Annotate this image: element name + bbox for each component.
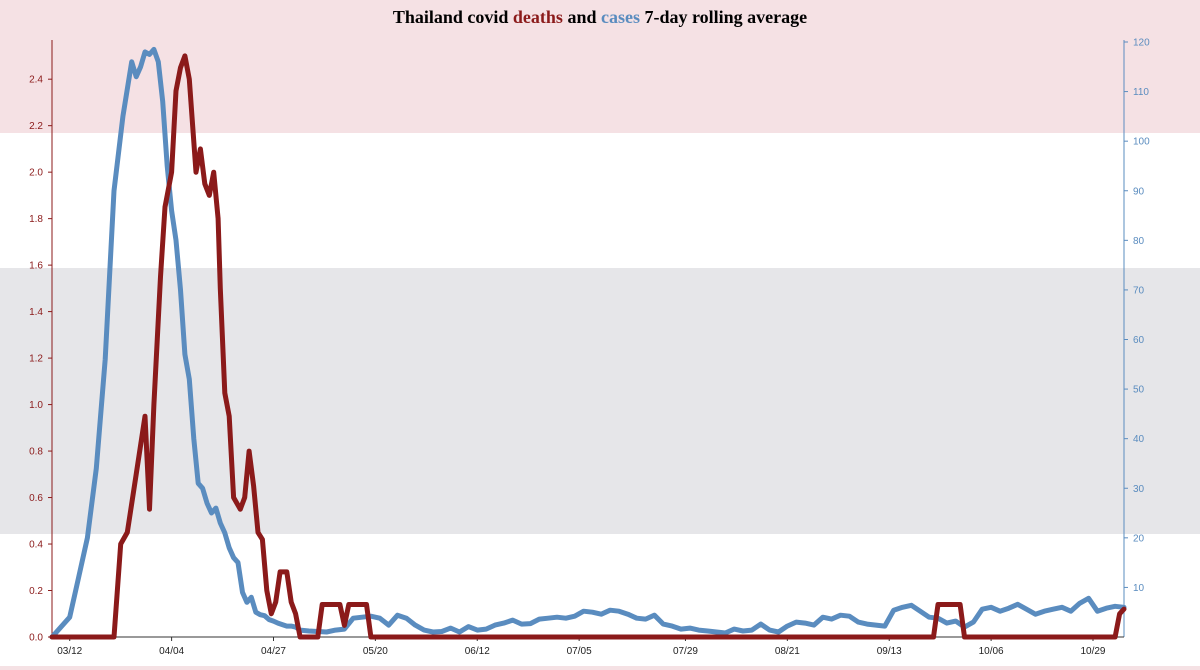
left-axis-tick-label: 2.2 — [29, 121, 43, 132]
title-part-3: 7-day rolling average — [639, 7, 808, 27]
x-axis-tick-label: 04/04 — [159, 646, 184, 657]
chart-title: Thailand covid deaths and cases 7-day ro… — [0, 7, 1200, 28]
x-axis-tick-label: 07/29 — [673, 646, 698, 657]
title-part-1: Thailand covid — [392, 7, 513, 27]
left-axis-tick-label: 2.4 — [29, 75, 43, 86]
x-axis-tick-label: 03/12 — [57, 646, 82, 657]
x-axis-tick-label: 10/06 — [979, 646, 1004, 657]
right-axis-tick-label: 40 — [1133, 434, 1145, 445]
flag-band-red-top — [0, 0, 1200, 133]
right-axis-tick-label: 100 — [1133, 137, 1150, 148]
left-axis-tick-label: 0.2 — [29, 586, 43, 597]
x-axis-tick-label: 05/20 — [363, 646, 388, 657]
left-axis-tick-label: 0.4 — [29, 540, 43, 551]
right-axis-tick-label: 110 — [1133, 87, 1149, 98]
x-axis-tick-label: 09/13 — [877, 646, 902, 657]
flag-band-blue — [0, 268, 1200, 534]
x-axis-tick-label: 08/21 — [775, 646, 800, 657]
left-axis-tick-label: 1.2 — [29, 354, 43, 365]
x-axis-tick-label: 06/12 — [465, 646, 490, 657]
right-axis-tick-label: 80 — [1133, 236, 1145, 247]
x-axis-tick-label: 04/27 — [261, 646, 286, 657]
left-axis-tick-label: 0.8 — [29, 447, 43, 458]
x-axis-tick-label: 10/29 — [1080, 646, 1105, 657]
left-axis-tick-label: 1.4 — [29, 307, 43, 318]
x-axis-tick-label: 07/05 — [567, 646, 592, 657]
left-axis-tick-label: 2.0 — [29, 168, 43, 179]
title-cases-word: cases — [600, 7, 640, 27]
flag-band-white-bottom — [0, 534, 1200, 666]
right-axis-tick-label: 30 — [1133, 484, 1145, 495]
series-layer — [49, 46, 1127, 640]
flag-band-red-bottom — [0, 666, 1200, 670]
left-axis-tick-label: 0.0 — [29, 633, 43, 644]
right-axis-tick-label: 10 — [1133, 583, 1145, 594]
right-axis-tick-label: 60 — [1133, 335, 1145, 346]
right-axis-tick-label: 90 — [1133, 186, 1145, 197]
left-axis-tick-label: 1.6 — [29, 261, 43, 272]
title-part-2: and — [562, 7, 601, 27]
right-axis-tick-label: 50 — [1133, 385, 1145, 396]
left-axis-tick-label: 0.6 — [29, 493, 43, 504]
left-axis-tick-label: 1.8 — [29, 214, 43, 225]
title-deaths-word: deaths — [512, 7, 563, 27]
right-axis-tick-label: 70 — [1133, 285, 1145, 296]
series-line-cases — [49, 46, 1127, 640]
flag-band-white-top — [0, 133, 1200, 268]
right-axis-tick-label: 20 — [1133, 533, 1145, 544]
right-axis-tick-label: 120 — [1133, 38, 1150, 49]
left-axis-tick-label: 1.0 — [29, 400, 43, 411]
series-line-deaths — [49, 53, 1127, 640]
